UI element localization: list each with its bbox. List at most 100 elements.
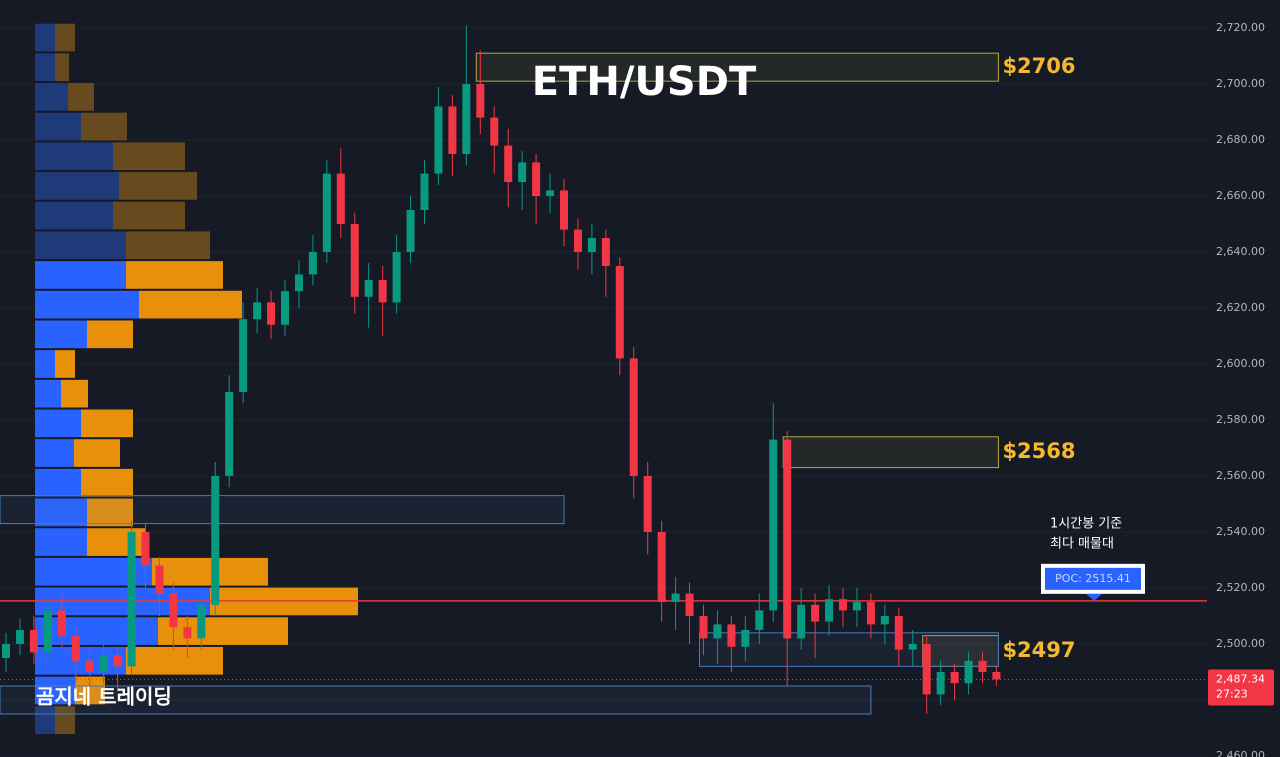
- volume-profile-bar: [35, 468, 81, 497]
- candle-body: [713, 624, 722, 639]
- candle-body: [155, 565, 164, 594]
- zone-label: $2706: [1002, 54, 1075, 78]
- volume-profile-bar: [139, 290, 242, 319]
- candle-body: [211, 475, 220, 605]
- y-tick-label: 2,540.00: [1216, 525, 1265, 538]
- candle-body: [797, 604, 806, 639]
- last-price-box: [1208, 669, 1274, 706]
- candle-body: [336, 173, 345, 224]
- candle-body: [169, 593, 178, 628]
- candle-body: [113, 655, 122, 667]
- y-tick-label: 2,500.00: [1216, 637, 1265, 650]
- candle-body: [741, 629, 750, 647]
- candle-body: [950, 671, 959, 684]
- volume-profile-bar: [35, 172, 119, 200]
- volume-profile-bar: [35, 261, 126, 289]
- zone-label: $2568: [1002, 439, 1075, 463]
- volume-profile-bar: [113, 201, 185, 230]
- candle-body: [992, 671, 1001, 680]
- y-tick-label: 2,660.00: [1216, 189, 1265, 202]
- candle-body: [936, 671, 945, 695]
- candle-body: [783, 439, 792, 639]
- zone-box: [0, 495, 565, 525]
- candle-body: [378, 279, 387, 303]
- volume-profile-bar: [35, 23, 55, 52]
- volume-profile-bar: [35, 439, 74, 467]
- candle-body: [825, 599, 834, 622]
- candle-body: [85, 660, 94, 672]
- chart-title: ETH/USDT: [532, 59, 757, 105]
- zone-box: [475, 52, 999, 82]
- poc-pointer: [1086, 593, 1102, 601]
- candle-body: [587, 237, 596, 252]
- volume-profile-bar: [87, 528, 146, 556]
- candle-body: [350, 223, 359, 297]
- volume-profile-bar: [81, 409, 133, 438]
- last-price-label: 2,487.34: [1216, 672, 1265, 685]
- candle-body: [57, 610, 66, 636]
- volume-profile-bar: [81, 468, 133, 497]
- candle-body: [671, 593, 680, 602]
- candle-body: [811, 604, 820, 622]
- volume-profile-bar: [35, 676, 75, 705]
- volume-profile-bar: [35, 53, 55, 82]
- volume-profile-bar: [35, 231, 126, 260]
- candle-body: [615, 265, 624, 359]
- y-tick-label: 2,700.00: [1216, 77, 1265, 90]
- volume-profile-bar: [87, 320, 133, 349]
- candle-body: [769, 439, 778, 611]
- volume-profile-bar: [35, 112, 81, 141]
- candle-body: [322, 173, 331, 252]
- note: 최다 매물대: [1050, 537, 1114, 552]
- candle-body: [657, 531, 666, 602]
- zone-box: [782, 436, 999, 469]
- poc-label: POC: 2515.41: [1055, 572, 1131, 585]
- candle-body: [281, 291, 289, 325]
- candle-body: [308, 251, 317, 275]
- candle-body: [727, 624, 736, 647]
- candle-body: [197, 604, 206, 639]
- volume-profile-bar: [158, 617, 288, 645]
- volume-profile-bar: [81, 112, 127, 141]
- candle-body: [29, 629, 38, 653]
- volume-profile-bar: [152, 557, 268, 586]
- volume-profile-bar: [55, 53, 69, 82]
- candle-body: [699, 615, 708, 639]
- y-tick-label: 2,680.00: [1216, 133, 1265, 146]
- volume-profile-bar: [68, 83, 94, 111]
- volume-profile-bar: [119, 172, 197, 200]
- candle-body: [99, 655, 108, 672]
- volume-profile-bar: [35, 379, 61, 408]
- volume-profile-bar: [126, 231, 210, 260]
- candle-body: [560, 190, 568, 230]
- volume-profile-bar: [35, 201, 113, 230]
- volume-profile-bar: [35, 617, 158, 645]
- candle-body: [43, 610, 52, 653]
- candle-body: [141, 531, 150, 566]
- candle-body: [908, 643, 917, 650]
- candle-body: [504, 145, 513, 182]
- y-tick-label: 2,520.00: [1216, 581, 1265, 594]
- candle-body: [880, 615, 889, 625]
- y-tick-label: 2,640.00: [1216, 245, 1265, 258]
- volume-profile-bar: [55, 706, 75, 734]
- volume-profile-bar: [35, 528, 87, 556]
- candle-body: [448, 106, 457, 154]
- y-tick-label: 2,560.00: [1216, 469, 1265, 482]
- candle-body: [532, 162, 541, 196]
- candle-body: [294, 274, 303, 292]
- candle-body: [629, 358, 638, 476]
- volume-profile-bar: [35, 706, 55, 734]
- candle-body: [239, 319, 248, 392]
- candle-body: [601, 237, 610, 266]
- volume-profile-bar: [35, 290, 139, 319]
- y-tick-label: 2,620.00: [1216, 301, 1265, 314]
- volume-profile-bar: [55, 23, 75, 52]
- candle-body: [420, 173, 429, 210]
- candle-body: [922, 643, 931, 695]
- candle-body: [2, 643, 10, 658]
- candle-body: [964, 660, 973, 684]
- candle-body: [490, 117, 499, 146]
- note: 1시간봉 기준: [1050, 517, 1122, 532]
- candle-body: [183, 627, 192, 639]
